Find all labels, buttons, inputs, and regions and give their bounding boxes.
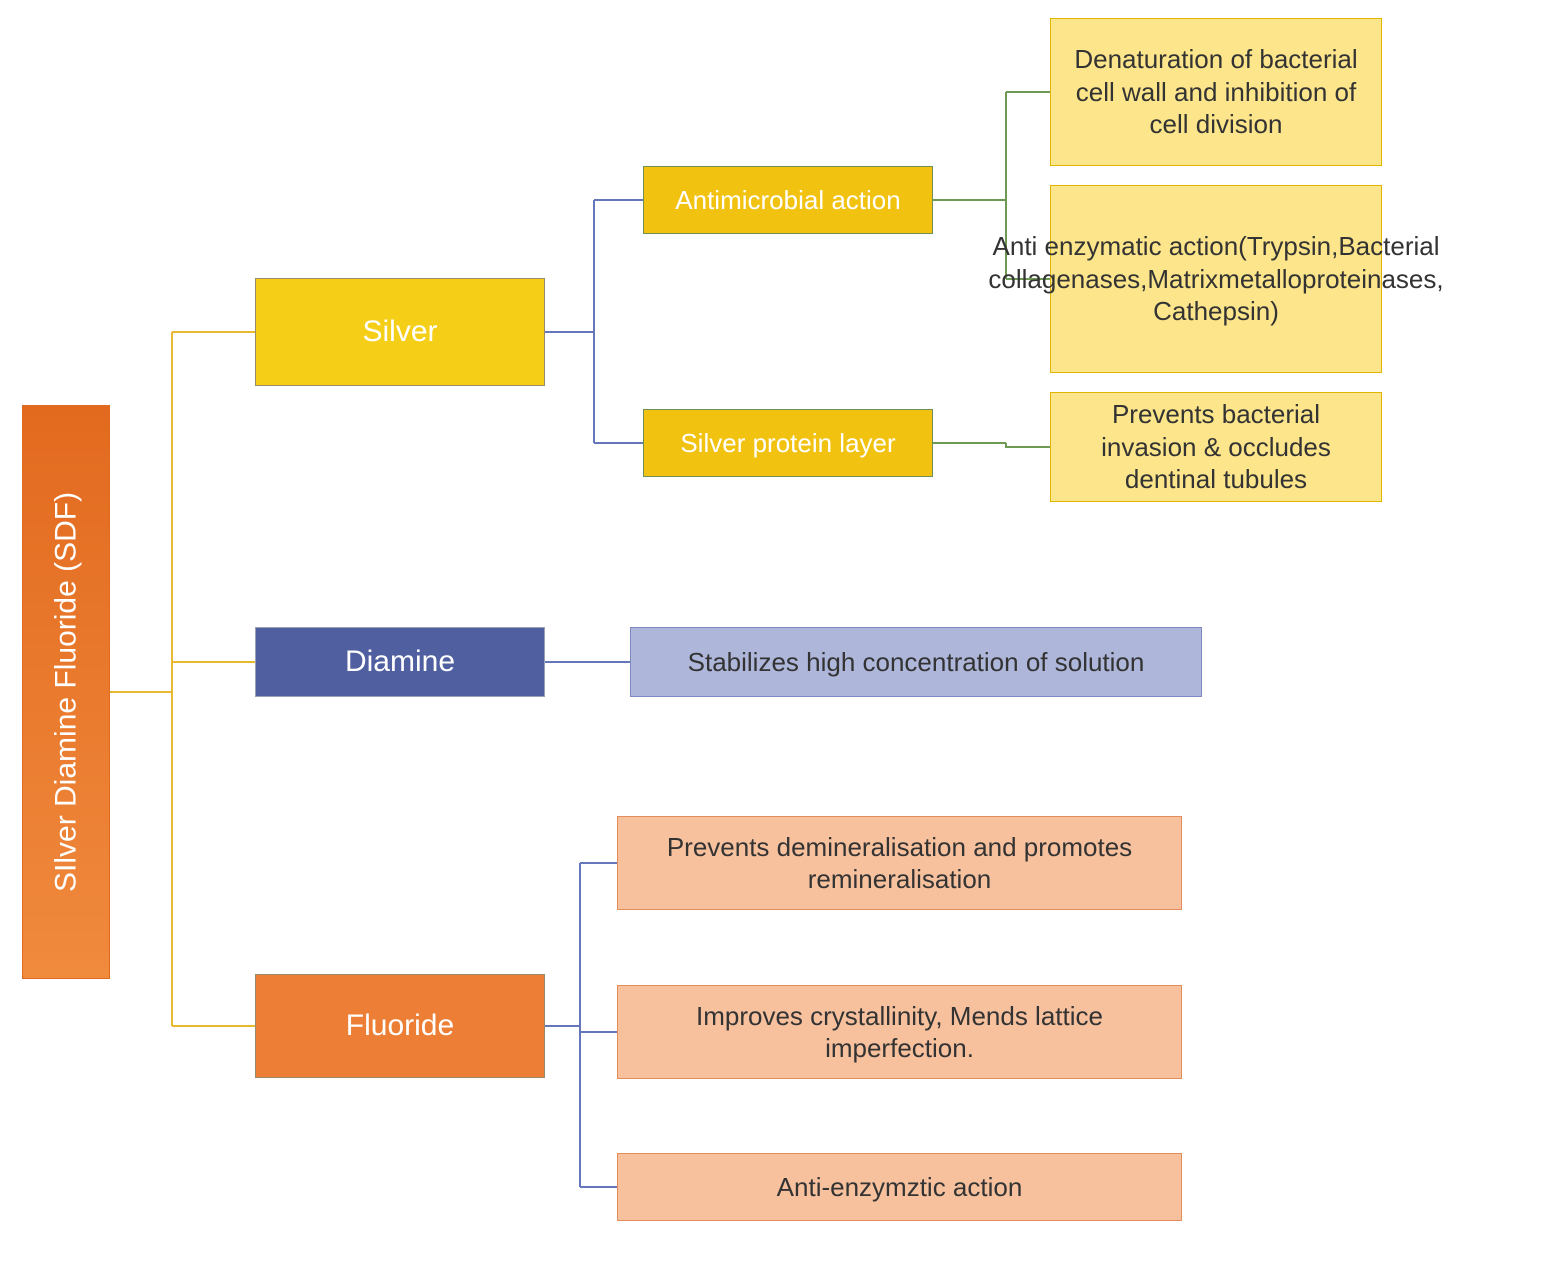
leaf-anti-enzymatic-fluoride: Anti-enzymztic action	[617, 1153, 1182, 1221]
leaf-denaturation-label: Denaturation of bacterial cell wall and …	[1051, 37, 1381, 147]
leaf-stabilizes-solution: Stabilizes high concentration of solutio…	[630, 627, 1202, 697]
leaf-remineralisation-label: Prevents demineralisation and promotes r…	[618, 825, 1181, 902]
leaf-anti-enzymatic-silver: Anti enzymatic action(Trypsin,Bacterial …	[1050, 185, 1382, 373]
node-silver: Silver	[255, 278, 545, 386]
leaf-prevents-invasion-label: Prevents bacterial invasion & occludes d…	[1051, 392, 1381, 502]
leaf-crystallinity-label: Improves crystallinity, Mends lattice im…	[618, 994, 1181, 1071]
leaf-stabilizes-solution-label: Stabilizes high concentration of solutio…	[676, 640, 1157, 685]
leaf-denaturation: Denaturation of bacterial cell wall and …	[1050, 18, 1382, 166]
leaf-crystallinity: Improves crystallinity, Mends lattice im…	[617, 985, 1182, 1079]
node-silver-antimicrobial: Antimicrobial action	[643, 166, 933, 234]
node-fluoride: Fluoride	[255, 974, 545, 1078]
leaf-anti-enzymatic-silver-label: Anti enzymatic action(Trypsin,Bacterial …	[976, 224, 1455, 334]
leaf-prevents-invasion: Prevents bacterial invasion & occludes d…	[1050, 392, 1382, 502]
node-diamine-label: Diamine	[333, 637, 467, 687]
node-silver-label: Silver	[350, 307, 449, 357]
node-silver-antimicrobial-label: Antimicrobial action	[663, 178, 912, 223]
root-label: SIlver Diamine Fluoride (SDF)	[35, 486, 97, 898]
node-silver-protein-label: Silver protein layer	[668, 421, 907, 466]
node-diamine: Diamine	[255, 627, 545, 697]
root-node-sdf: SIlver Diamine Fluoride (SDF)	[22, 405, 110, 979]
leaf-anti-enzymatic-fluoride-label: Anti-enzymztic action	[765, 1165, 1035, 1210]
node-silver-protein: Silver protein layer	[643, 409, 933, 477]
node-fluoride-label: Fluoride	[334, 1001, 466, 1051]
leaf-remineralisation: Prevents demineralisation and promotes r…	[617, 816, 1182, 910]
